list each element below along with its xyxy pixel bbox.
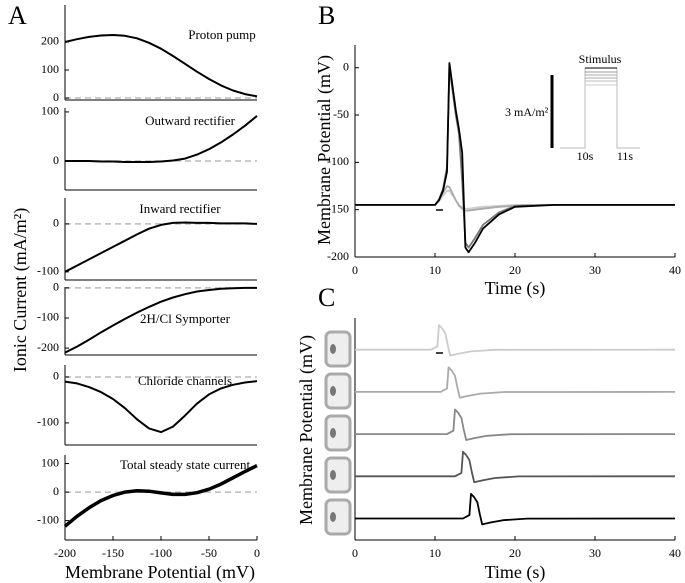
y-tick-label: -150 bbox=[327, 201, 349, 215]
line-series bbox=[64, 221, 258, 273]
line-series bbox=[355, 408, 676, 441]
cell-nuclei bbox=[330, 344, 336, 522]
x-tick-label: -100 bbox=[150, 546, 172, 560]
x-axis-label: Membrane Potential (mV) bbox=[65, 562, 255, 583]
y-tick-label: 0 bbox=[53, 369, 59, 383]
x-tick-label: 40 bbox=[669, 263, 681, 277]
line-series bbox=[355, 493, 676, 526]
subplot-title: Total steady state current bbox=[120, 457, 251, 472]
y-tick-label: 100 bbox=[41, 62, 59, 76]
x-tick-label: 0 bbox=[352, 546, 358, 560]
line-series bbox=[355, 450, 676, 484]
x-tick-label: 10 bbox=[429, 263, 441, 277]
x-tick-label: 20 bbox=[509, 546, 521, 560]
stimulus-step bbox=[560, 67, 640, 149]
x-axis-label: Time (s) bbox=[485, 278, 546, 299]
subplot-title: 2H/Cl Symporter bbox=[140, 311, 231, 326]
subplot-title: Inward rectifier bbox=[139, 201, 221, 216]
y-axis-label: Membrane Potential (mV) bbox=[314, 55, 335, 245]
y-tick-label: 200 bbox=[41, 34, 59, 48]
nucleus bbox=[330, 344, 336, 354]
y-tick-label: -100 bbox=[37, 264, 59, 278]
x-tick-label: 30 bbox=[589, 263, 601, 277]
y-tick-label: -100 bbox=[37, 310, 59, 324]
y-tick-label: 0 bbox=[53, 216, 59, 230]
x-tick-label: 40 bbox=[669, 546, 681, 560]
x-tick-label: 0 bbox=[352, 263, 358, 277]
stimulus-inset bbox=[550, 67, 640, 149]
line-series bbox=[65, 115, 258, 163]
x-tick-label: 30 bbox=[589, 546, 601, 560]
line-series bbox=[355, 62, 675, 254]
line-series bbox=[64, 286, 257, 354]
y-tick-label: -50 bbox=[333, 107, 349, 121]
subplot-title: Chloride channels bbox=[138, 373, 232, 388]
panel-label: A bbox=[8, 1, 27, 30]
line-series bbox=[63, 464, 258, 528]
cell-icon bbox=[324, 330, 352, 368]
cell-icon bbox=[324, 414, 352, 452]
inset-tick-label: 10s bbox=[577, 149, 594, 163]
panel-label: B bbox=[318, 1, 335, 30]
line-series bbox=[355, 324, 676, 357]
y-tick-label: 100 bbox=[41, 455, 59, 469]
y-tick-label: -100 bbox=[37, 415, 59, 429]
line-series bbox=[64, 380, 258, 434]
nucleus bbox=[330, 428, 336, 438]
y-axis-label: Membrane Potential (mV) bbox=[296, 335, 317, 525]
cell-icon bbox=[324, 498, 352, 536]
nucleus bbox=[330, 512, 336, 522]
nucleus bbox=[330, 470, 336, 480]
y-tick-label: 0 bbox=[53, 90, 59, 104]
y-tick-label: 0 bbox=[53, 280, 59, 294]
scale-label: 3 mA/m² bbox=[505, 105, 549, 119]
line-series bbox=[355, 366, 676, 399]
y-tick-label: -100 bbox=[327, 154, 349, 168]
cell-icon bbox=[324, 456, 352, 494]
line-series bbox=[64, 34, 258, 98]
x-tick-label: 0 bbox=[254, 546, 260, 560]
subplot-title: Outward rectifier bbox=[145, 113, 236, 128]
y-tick-label: 0 bbox=[53, 153, 59, 167]
y-tick-label: 0 bbox=[343, 59, 349, 73]
y-tick-label: 0 bbox=[53, 484, 59, 498]
y-tick-label: -200 bbox=[37, 340, 59, 354]
y-axis-label: Ionic Current (mA/m²) bbox=[10, 208, 31, 372]
x-tick-label: -150 bbox=[102, 546, 124, 560]
y-tick-label: 100 bbox=[41, 104, 59, 118]
x-tick-label: -50 bbox=[201, 546, 217, 560]
cell-icon bbox=[324, 372, 352, 410]
inset-title: Stimulus bbox=[579, 52, 622, 66]
x-tick-label: -200 bbox=[54, 546, 76, 560]
subplot-title: Proton pump bbox=[188, 27, 256, 42]
nucleus bbox=[330, 386, 336, 396]
x-tick-label: 20 bbox=[509, 263, 521, 277]
inset-tick-label: 11s bbox=[617, 149, 634, 163]
y-tick-label: -200 bbox=[327, 249, 349, 263]
x-axis-label: Time (s) bbox=[485, 562, 546, 583]
x-tick-label: 10 bbox=[429, 546, 441, 560]
panel-label: C bbox=[318, 283, 335, 312]
cell-chain bbox=[324, 330, 352, 536]
y-tick-label: -100 bbox=[37, 512, 59, 526]
